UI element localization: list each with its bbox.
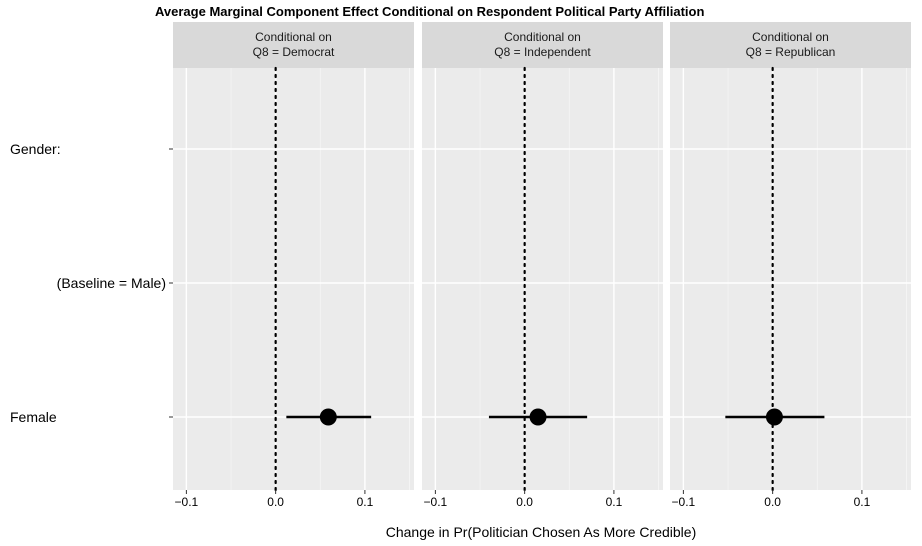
estimate-point	[319, 408, 337, 426]
y-tick-label: Gender:	[10, 141, 61, 157]
facet-strip-label-line2: Q8 = Independent	[494, 45, 591, 59]
estimate-point	[529, 408, 547, 426]
facet-strip	[422, 22, 663, 68]
x-tick-label: 0.1	[854, 495, 871, 509]
facet-strip	[670, 22, 911, 68]
facet-strip-label-line1: Conditional on	[752, 30, 829, 44]
facet-strip-label-line2: Q8 = Democrat	[253, 45, 335, 59]
x-tick-label: 0.0	[764, 495, 781, 509]
x-tick-label: 0.1	[357, 495, 374, 509]
y-axis: Gender: (Baseline = Male) Female	[10, 141, 173, 425]
x-tick-label: 0.0	[516, 495, 533, 509]
facet-strip-label-line1: Conditional on	[504, 30, 581, 44]
x-tick-label: −0.1	[175, 495, 199, 509]
y-tick-label: (Baseline = Male)	[57, 275, 166, 291]
x-tick-label: 0.0	[267, 495, 284, 509]
estimate-point	[765, 408, 783, 426]
x-axis-label: Change in Pr(Politician Chosen As More C…	[386, 524, 696, 540]
facet-strip-label-line2: Q8 = Republican	[746, 45, 836, 59]
panel-background	[670, 68, 911, 490]
facet-strip-label-line1: Conditional on	[255, 30, 332, 44]
panel-background	[422, 68, 663, 490]
x-tick-label: −0.1	[424, 495, 448, 509]
facet-strip	[173, 22, 414, 68]
panel-background	[173, 68, 414, 490]
chart-title: Average Marginal Component Effect Condit…	[155, 4, 704, 19]
y-tick-label: Female	[10, 409, 57, 425]
x-tick-label: 0.1	[606, 495, 623, 509]
x-tick-label: −0.1	[672, 495, 696, 509]
